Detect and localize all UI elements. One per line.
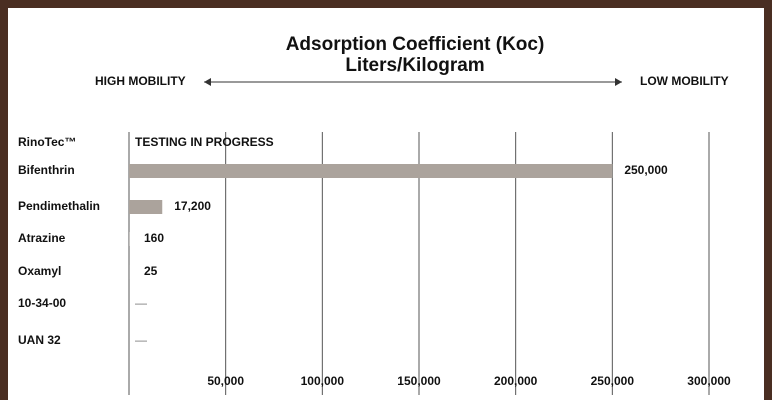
y-tick-label: Oxamyl	[18, 264, 61, 278]
x-tick-label: 200,000	[494, 374, 538, 388]
x-tick-label: 100,000	[301, 374, 345, 388]
chart-subtitle: Liters/Kilogram	[345, 55, 484, 76]
y-tick-label: Bifenthrin	[18, 163, 75, 177]
value-label: TESTING IN PROGRESS	[135, 135, 274, 149]
value-label: 250,000	[624, 163, 668, 177]
y-tick-label: RinoTec™	[18, 135, 76, 149]
x-tick-label: 150,000	[397, 374, 441, 388]
bar	[129, 164, 613, 178]
y-tick-label: UAN 32	[18, 333, 61, 347]
y-tick-label: Atrazine	[18, 231, 66, 245]
chart-title: Adsorption Coefficient (Koc)	[286, 34, 545, 55]
y-tick-label: 10-34-00	[18, 296, 66, 310]
x-tick-label: 50,000	[207, 374, 244, 388]
x-tick-label: 300,000	[687, 374, 731, 388]
value-label: 17,200	[174, 199, 211, 213]
value-label: —	[135, 333, 147, 347]
value-label: 25	[144, 264, 158, 278]
x-tick-label: 250,000	[591, 374, 635, 388]
left-annotation: HIGH MOBILITY	[95, 74, 186, 88]
value-label: 160	[144, 231, 164, 245]
y-tick-label: Pendimethalin	[18, 199, 100, 213]
bar	[129, 200, 163, 214]
right-annotation: LOW MOBILITY	[640, 74, 729, 88]
value-label: —	[135, 296, 147, 310]
